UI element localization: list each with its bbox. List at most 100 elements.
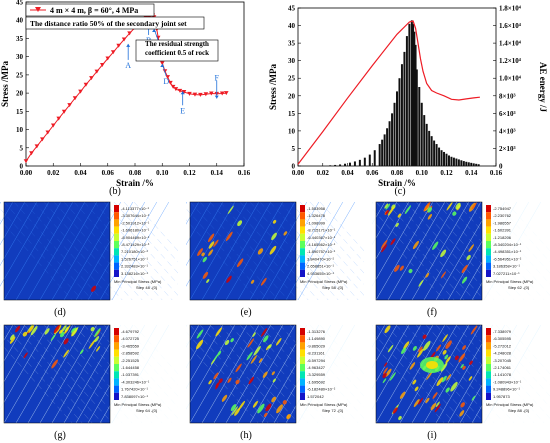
damage-spot [197, 248, 203, 256]
primary-joint [0, 201, 50, 287]
colorbar-tick-label: -4.113377×10⁻¹ [121, 206, 150, 211]
damage-spot [383, 367, 388, 374]
data-point [34, 144, 40, 149]
primary-joint [186, 324, 200, 348]
colorbar-tick-label: -3.307644×10⁻¹ [121, 213, 150, 218]
damage-spot [215, 327, 223, 337]
damage-spot [234, 407, 241, 416]
damage-spot [208, 249, 214, 256]
colorbar-tick-label: 1.767420×10⁻¹ [121, 387, 149, 392]
damage-spot [269, 245, 277, 255]
damage-spot [430, 402, 437, 411]
colorbar-segment [300, 226, 305, 234]
damage-spot [385, 203, 391, 210]
damage-spot [63, 338, 69, 345]
primary-joint [75, 324, 134, 424]
damage-spot [440, 362, 448, 372]
colorbar-segment [486, 241, 491, 249]
damage-spot [425, 272, 430, 278]
damage-spot [445, 387, 450, 393]
colorbar-segment [114, 255, 119, 263]
damage-spot [23, 352, 28, 359]
point-label-f: F [215, 74, 220, 83]
colorbar-tick-label: -7.338979 [493, 329, 512, 334]
damage-spot [417, 397, 424, 405]
secondary-joint [372, 331, 455, 424]
colorbar-tick-label: -2.174061 [493, 365, 512, 370]
ae-bar [423, 115, 426, 166]
damage-spot [470, 325, 478, 335]
damage-spot [440, 249, 447, 258]
ae-bar [433, 140, 436, 166]
x-tick-label: 0.00 [292, 169, 305, 177]
damage-spot [399, 265, 404, 271]
primary-joint [39, 324, 98, 424]
damage-spot [417, 348, 424, 358]
colorbar-tick-label: -1.098999 [307, 220, 326, 225]
damage-spot [382, 378, 387, 384]
ae-bar [420, 102, 423, 166]
colorbar-tick-label: 1.957873 [493, 394, 510, 399]
secondary-joint [63, 324, 153, 424]
primary-joint [375, 324, 434, 424]
primary-joint [237, 201, 296, 301]
damage-spot [196, 329, 204, 339]
damage-spot [275, 337, 282, 346]
secondary-joint [269, 201, 359, 301]
primary-joint [51, 201, 110, 301]
primary-joint [186, 201, 236, 287]
colorbar-segment [486, 392, 491, 400]
model-border [375, 201, 483, 301]
secondary-joint [435, 201, 525, 301]
colorbar-segment [486, 328, 491, 336]
primary-joint [201, 201, 260, 301]
damage-spot [408, 269, 413, 274]
y2-tick-label: 1.8×10⁴ [499, 5, 522, 13]
damage-spot [226, 275, 232, 283]
damage-spot [418, 279, 424, 287]
colorbar-tick-label: -1.986557 [493, 220, 512, 225]
x-tick-label: 0.00 [20, 169, 33, 177]
damage-spot [227, 205, 234, 215]
secondary-joint [425, 201, 515, 301]
ae-bar [414, 44, 417, 166]
chart-b-legend-box [25, 3, 155, 17]
annotation-title: The distance ratio 50% of the secondary … [30, 19, 187, 28]
data-point [67, 103, 72, 108]
secondary-joint [93, 324, 178, 419]
colorbar-tick-label: -3.207045 [493, 358, 512, 363]
step-label: Step 48 -{0} [136, 285, 158, 290]
primary-joint [63, 201, 122, 301]
point-label-e: E [180, 106, 185, 115]
damage-spot [460, 363, 464, 369]
secondary-joint [505, 324, 550, 375]
ae-bar [363, 157, 366, 166]
data-point [219, 91, 225, 96]
primary-joint [213, 201, 272, 301]
primary-joint [471, 201, 530, 301]
damage-spot [384, 325, 391, 334]
x-tick-label: 0.06 [102, 169, 115, 177]
secondary-joint [239, 201, 329, 301]
colorbar-segment [114, 392, 119, 400]
ae-bar [368, 154, 371, 166]
colorbar-tick-label: -6.182480×10⁻² [307, 387, 336, 392]
data-point [100, 63, 105, 68]
damage-spot [452, 211, 457, 216]
damage-spot [202, 256, 207, 263]
primary-joint [111, 324, 170, 424]
damage-spot [412, 345, 417, 351]
colorbar-tick-label: -4.679792 [121, 329, 140, 334]
damage-spot [15, 325, 21, 333]
secondary-joint [395, 201, 485, 301]
colorbar-segment [300, 371, 305, 379]
colorbar-tick-label: -1.326478 [307, 213, 326, 218]
colorbar-segment [114, 378, 119, 386]
damage-spot [403, 341, 410, 350]
primary-joint [399, 324, 458, 424]
colorbar-segment [300, 212, 305, 220]
y2-tick-label: 1.0×10⁴ [499, 75, 522, 83]
secondary-joint [33, 324, 123, 424]
colorbar-segment [114, 335, 119, 343]
damage-spot [450, 381, 458, 392]
